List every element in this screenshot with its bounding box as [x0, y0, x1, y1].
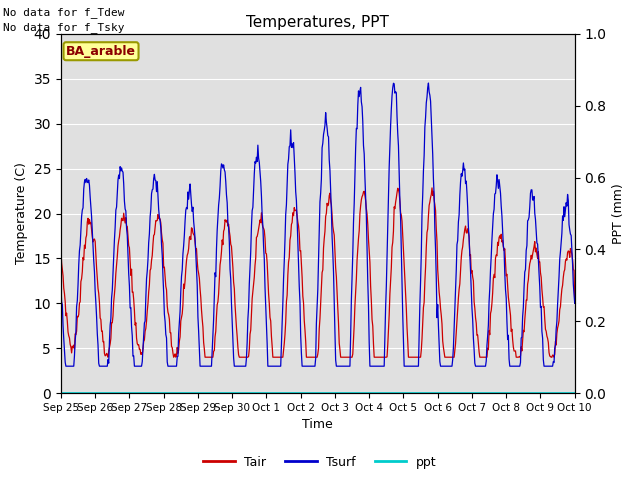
Text: No data for f_Tdew: No data for f_Tdew	[3, 7, 125, 18]
Tsurf	[571, 300, 579, 306]
ppt	[310, 390, 317, 396]
Tair	[411, 354, 419, 360]
Tair	[571, 300, 579, 306]
ppt	[170, 390, 177, 396]
Tair	[57, 245, 65, 251]
Tsurf	[525, 214, 533, 220]
Tair	[310, 354, 318, 360]
Tsurf	[193, 266, 200, 272]
ppt	[410, 390, 418, 396]
Tair	[525, 267, 533, 273]
Tair	[360, 188, 368, 194]
Tsurf	[170, 363, 178, 369]
Title: Temperatures, PPT: Temperatures, PPT	[246, 15, 389, 30]
ppt	[57, 390, 65, 396]
Legend: Tair, Tsurf, ppt: Tair, Tsurf, ppt	[198, 451, 442, 474]
Tair	[193, 246, 200, 252]
Line: Tsurf: Tsurf	[61, 83, 575, 366]
Y-axis label: PPT (mm): PPT (mm)	[612, 183, 625, 244]
X-axis label: Time: Time	[303, 419, 333, 432]
Line: Tair: Tair	[61, 188, 575, 357]
Text: No data for f_Tsky: No data for f_Tsky	[3, 22, 125, 33]
Tsurf	[62, 363, 70, 369]
Tair	[170, 353, 178, 359]
Y-axis label: Temperature (C): Temperature (C)	[15, 163, 28, 264]
ppt	[192, 390, 200, 396]
Tsurf	[424, 80, 432, 86]
ppt	[571, 390, 579, 396]
ppt	[524, 390, 531, 396]
ppt	[360, 390, 367, 396]
Tsurf	[360, 151, 368, 157]
Tsurf	[310, 363, 318, 369]
Tair	[428, 185, 436, 191]
Tsurf	[57, 281, 65, 287]
Tsurf	[411, 363, 419, 369]
Text: BA_arable: BA_arable	[66, 45, 136, 58]
Tair	[104, 354, 112, 360]
